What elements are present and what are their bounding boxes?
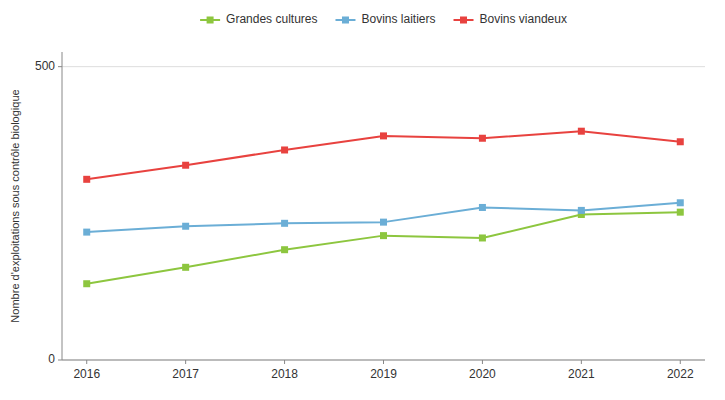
data-point bbox=[677, 209, 684, 216]
y-axis-line bbox=[62, 52, 63, 360]
data-point bbox=[83, 280, 90, 287]
data-point bbox=[182, 162, 189, 169]
data-point bbox=[281, 146, 288, 153]
x-tick bbox=[86, 360, 87, 364]
data-point bbox=[380, 132, 387, 139]
chart: 0 500 2016 2017 2018 2019 2020 2021 2022 Nombre d… bbox=[0, 0, 725, 400]
legend-label: Bovins viandeux bbox=[480, 12, 567, 26]
legend-marker bbox=[342, 17, 349, 24]
x-tick bbox=[680, 360, 681, 364]
data-point bbox=[182, 223, 189, 230]
x-tick bbox=[185, 360, 186, 364]
x-tick bbox=[284, 360, 285, 364]
data-point bbox=[281, 220, 288, 227]
x-tick-label: 2021 bbox=[568, 367, 595, 381]
series-line bbox=[87, 203, 681, 232]
axes: 0 500 2016 2017 2018 2019 2020 2021 2022 bbox=[35, 52, 705, 381]
data-point bbox=[281, 246, 288, 253]
data-point bbox=[380, 232, 387, 239]
x-tick-label: 2018 bbox=[271, 367, 298, 381]
data-point bbox=[479, 234, 486, 241]
y-tick bbox=[58, 66, 62, 67]
y-tick-label: 500 bbox=[35, 59, 55, 73]
legend-marker bbox=[207, 17, 214, 24]
x-tick-label: 2016 bbox=[73, 367, 100, 381]
data-point bbox=[83, 229, 90, 236]
series-line bbox=[87, 212, 681, 284]
legend-item: Grandes cultures bbox=[200, 12, 317, 26]
x-tick-label: 2020 bbox=[469, 367, 496, 381]
data-point bbox=[479, 204, 486, 211]
legend-marker bbox=[460, 17, 467, 24]
data-point bbox=[677, 199, 684, 206]
data-point bbox=[479, 135, 486, 142]
data-point bbox=[83, 176, 90, 183]
data-point bbox=[380, 219, 387, 226]
data-point bbox=[677, 138, 684, 145]
y-tick-label: 0 bbox=[48, 352, 55, 366]
x-tick-label: 2019 bbox=[370, 367, 397, 381]
x-tick bbox=[383, 360, 384, 364]
y-axis-label: Nombre d'exploitations sous contrôle bio… bbox=[9, 89, 21, 322]
legend-item: Bovins viandeux bbox=[454, 12, 567, 26]
x-tick bbox=[482, 360, 483, 364]
y-tick bbox=[58, 360, 62, 361]
x-tick-label: 2022 bbox=[667, 367, 694, 381]
x-axis-line bbox=[62, 360, 705, 361]
legend-label: Bovins laitiers bbox=[361, 12, 435, 26]
series-line bbox=[87, 131, 681, 179]
data-point bbox=[578, 207, 585, 214]
legend-item: Bovins laitiers bbox=[335, 12, 435, 26]
x-tick bbox=[581, 360, 582, 364]
data-point bbox=[578, 128, 585, 135]
legend-label: Grandes cultures bbox=[226, 12, 317, 26]
plot-area bbox=[83, 128, 684, 288]
legend: Grandes cultures Bovins laitiers Bovins vi… bbox=[200, 12, 567, 26]
grid-line bbox=[62, 66, 705, 67]
x-tick-label: 2017 bbox=[172, 367, 199, 381]
data-point bbox=[182, 264, 189, 271]
grid-line bbox=[62, 360, 705, 361]
